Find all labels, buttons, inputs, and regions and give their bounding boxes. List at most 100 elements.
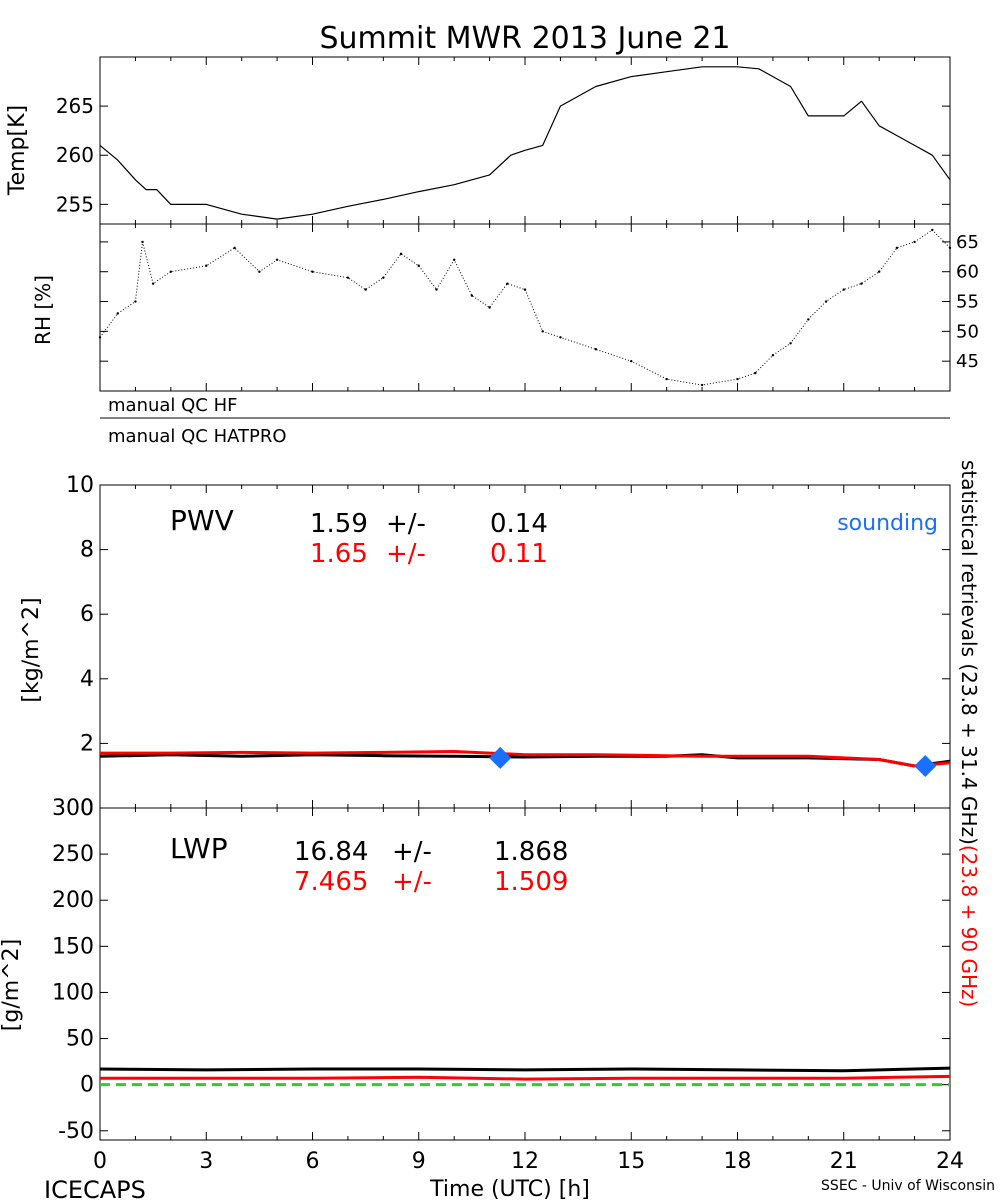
lwp-stat-red-err: 1.509 <box>494 867 568 897</box>
rh-point <box>435 288 438 291</box>
rh-point <box>233 246 236 250</box>
rh-point <box>665 377 668 381</box>
pwv-stat-black-value: 1.59 <box>310 509 368 539</box>
lwp-ytick-label: 50 <box>66 1027 94 1052</box>
rh-point <box>559 336 562 339</box>
lwp-stat-black-pm: +/- <box>392 837 432 867</box>
rh-point <box>895 246 899 250</box>
rh-point <box>807 318 810 321</box>
rh-point <box>417 264 420 267</box>
rh-point <box>594 348 598 351</box>
rh-point <box>311 270 314 273</box>
x-axis-label: Time (UTC) [h] <box>429 1177 590 1200</box>
rh-ytick-label: 45 <box>956 351 979 372</box>
sounding-legend: sounding <box>837 511 938 536</box>
lwp-ytick-label: 100 <box>52 980 94 1005</box>
lwp-ytick-label: 0 <box>80 1073 94 1098</box>
lwp-ytick-label: 300 <box>52 796 94 821</box>
rh-point <box>488 306 491 309</box>
rh-point <box>523 288 527 291</box>
rh-point <box>258 270 261 273</box>
sounding-marker <box>489 746 512 769</box>
rh-point <box>506 282 509 285</box>
temp-y-label: Temp[K] <box>5 105 30 196</box>
x-tick-label: 18 <box>724 1149 752 1174</box>
lwp-stat-name: LWP <box>170 832 228 865</box>
rh-ytick-label: 60 <box>956 262 979 283</box>
pwv-stat-black-err: 0.14 <box>490 509 548 539</box>
x-tick-label: 15 <box>617 1149 645 1174</box>
rh-point <box>913 240 916 244</box>
rh-point <box>98 336 102 339</box>
rh-point <box>470 294 474 297</box>
temp-ytick-label: 255 <box>56 192 94 216</box>
temp-ytick-label: 265 <box>56 94 94 118</box>
rh-ytick-label: 65 <box>956 232 979 253</box>
pwv-stat-black-pm: +/- <box>386 509 426 539</box>
rh-point <box>169 270 173 273</box>
pwv-stat-red-err: 0.11 <box>490 539 548 569</box>
rh-point <box>931 228 934 232</box>
rh-point <box>630 359 633 363</box>
lwp-series-black <box>99 1066 951 1073</box>
x-tick-label: 6 <box>306 1149 320 1174</box>
rh-point <box>877 270 881 273</box>
temp-series-0 <box>99 66 951 220</box>
x-tick-label: 9 <box>412 1149 426 1174</box>
pwv-ytick-label: 8 <box>80 538 94 563</box>
x-tick-label: 0 <box>93 1149 107 1174</box>
rh-point <box>700 383 704 387</box>
pwv-ytick-label: 4 <box>80 667 94 692</box>
side-retrieval-label: statistical retrievals (23.8 + 31.4 GHz)… <box>957 460 981 1007</box>
lwp-stat-red-value: 7.465 <box>294 867 368 897</box>
rh-point <box>399 252 403 256</box>
sounding-marker <box>914 755 937 778</box>
lwp-ytick-label: 200 <box>52 888 94 913</box>
rh-point <box>134 300 137 303</box>
x-tick-label: 12 <box>511 1149 539 1174</box>
temp-ytick-label: 260 <box>56 143 94 167</box>
rh-point <box>382 276 385 279</box>
rh-point <box>842 288 845 291</box>
pwv-ytick-label: 6 <box>80 602 94 627</box>
rh-y-label: RH [%] <box>31 275 55 345</box>
rh-point <box>364 288 367 291</box>
lwp-ytick-label: 150 <box>52 934 94 959</box>
rh-point <box>860 282 863 285</box>
rh-point <box>452 258 456 261</box>
side-label-black: statistical retrievals (23.8 + 31.4 GHz) <box>957 460 981 845</box>
qc-hatpro-label: manual QC HATPRO <box>108 426 287 447</box>
rh-point <box>541 330 544 333</box>
pwv-series-red <box>100 750 951 768</box>
pwv-ytick-label: 2 <box>80 731 94 756</box>
rh-point <box>789 342 792 345</box>
x-tick-label: 24 <box>936 1149 964 1174</box>
x-tick-label: 3 <box>199 1149 213 1174</box>
rh-point <box>771 354 775 357</box>
temp-panel-frame <box>99 56 951 225</box>
rh-ytick-label: 55 <box>956 292 979 313</box>
pwv-stat-name: PWV <box>170 504 234 537</box>
rh-point <box>205 264 208 267</box>
pwv-y-label: [kg/m^2] <box>19 597 44 702</box>
rh-point <box>346 276 350 279</box>
x-tick-label: 21 <box>830 1149 858 1174</box>
pwv-ytick-label: 10 <box>66 473 94 498</box>
pwv-stat-red-value: 1.65 <box>310 539 368 569</box>
pwv-stat-red-pm: +/- <box>386 539 426 569</box>
rh-point <box>151 282 155 285</box>
rh-point <box>116 312 119 315</box>
footer-right: SSEC - Univ of Wisconsin <box>821 1178 995 1194</box>
rh-point <box>754 371 757 375</box>
rh-series-0 <box>99 229 951 386</box>
chart-title: Summit MWR 2013 June 21 <box>320 21 731 56</box>
lwp-series-red <box>100 1074 951 1081</box>
lwp-stat-red-pm: +/- <box>392 867 432 897</box>
rh-point <box>141 240 144 244</box>
lwp-ytick-label: -50 <box>58 1119 94 1144</box>
lwp-ytick-label: 250 <box>52 842 94 867</box>
rh-point <box>824 300 828 303</box>
pwv-ytick-label: 0 <box>80 796 94 821</box>
rh-point <box>948 246 952 250</box>
